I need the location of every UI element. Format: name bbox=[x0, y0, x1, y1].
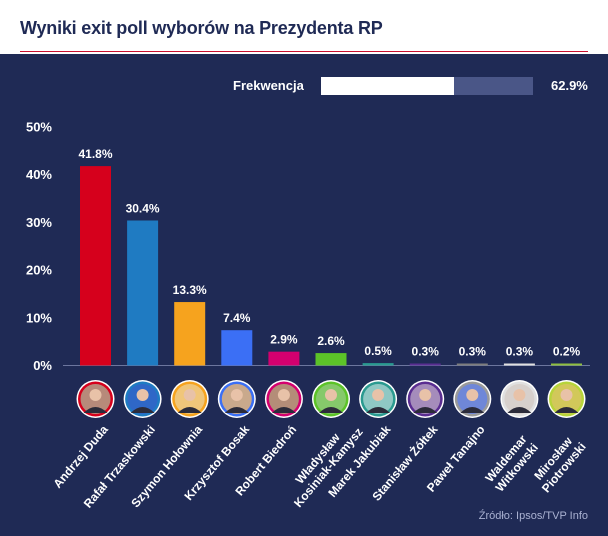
data-label: 7.4% bbox=[223, 311, 251, 325]
bar bbox=[456, 363, 488, 366]
bar bbox=[362, 363, 394, 366]
bar bbox=[315, 353, 347, 366]
avatar-head bbox=[277, 389, 290, 401]
avatar-shoulders bbox=[554, 407, 579, 413]
avatar-shoulders bbox=[507, 407, 532, 413]
avatar-shoulders bbox=[224, 407, 249, 413]
bar bbox=[503, 363, 535, 366]
bar bbox=[80, 166, 111, 366]
data-label: 30.4% bbox=[126, 201, 160, 215]
avatar-head bbox=[372, 389, 385, 401]
data-label: 13.3% bbox=[173, 283, 207, 297]
bar bbox=[409, 363, 441, 366]
bar bbox=[221, 330, 253, 366]
data-label: 0.5% bbox=[364, 344, 392, 358]
source-note: Źródło: Ipsos/TVP Info bbox=[478, 510, 588, 522]
y-tick-label: 50% bbox=[26, 120, 52, 135]
avatar-head bbox=[513, 389, 526, 401]
bar bbox=[268, 351, 300, 366]
header: Wyniki exit poll wyborów na Prezydenta R… bbox=[0, 0, 608, 54]
x-tick-label: WaldemarWitkowski bbox=[482, 432, 541, 495]
avatar-shoulders bbox=[366, 407, 391, 413]
avatar-head bbox=[560, 389, 573, 401]
avatar-shoulders bbox=[177, 407, 202, 413]
avatar-head bbox=[325, 389, 337, 401]
y-tick-label: 40% bbox=[26, 167, 52, 182]
y-tick-label: 0% bbox=[33, 358, 52, 373]
data-label: 2.6% bbox=[317, 334, 345, 348]
data-label: 0.3% bbox=[412, 345, 440, 359]
x-tick-label: MirosławPiotrowski bbox=[528, 431, 588, 495]
avatar-head bbox=[230, 389, 243, 401]
avatar-head bbox=[89, 389, 102, 401]
data-label: 41.8% bbox=[78, 147, 112, 161]
avatar-shoulders bbox=[130, 407, 155, 413]
avatar-head bbox=[136, 389, 149, 401]
avatar-head bbox=[466, 389, 479, 401]
data-label: 0.3% bbox=[459, 345, 487, 359]
avatar-head bbox=[183, 389, 196, 401]
avatar-shoulders bbox=[271, 407, 296, 413]
bar bbox=[127, 220, 159, 366]
avatar-shoulders bbox=[413, 407, 438, 413]
bar bbox=[174, 302, 206, 366]
turnout-value: 62.9% bbox=[551, 78, 588, 93]
data-label: 0.3% bbox=[506, 345, 534, 359]
y-tick-label: 30% bbox=[26, 215, 52, 230]
title-divider bbox=[20, 51, 588, 52]
y-tick-label: 10% bbox=[26, 310, 52, 325]
avatar-shoulders bbox=[83, 407, 108, 413]
turnout-label: Frekwencja bbox=[233, 78, 304, 93]
bar bbox=[551, 363, 582, 366]
turnout-bar-fill bbox=[321, 77, 455, 95]
y-tick-label: 20% bbox=[26, 263, 52, 278]
avatar-shoulders bbox=[319, 407, 343, 413]
chart-title: Wyniki exit poll wyborów na Prezydenta R… bbox=[20, 18, 383, 38]
avatar-shoulders bbox=[460, 407, 485, 413]
data-label: 2.9% bbox=[270, 333, 298, 347]
data-label: 0.2% bbox=[553, 345, 581, 359]
avatar-head bbox=[419, 389, 432, 401]
turnout-bar-track bbox=[321, 77, 533, 95]
